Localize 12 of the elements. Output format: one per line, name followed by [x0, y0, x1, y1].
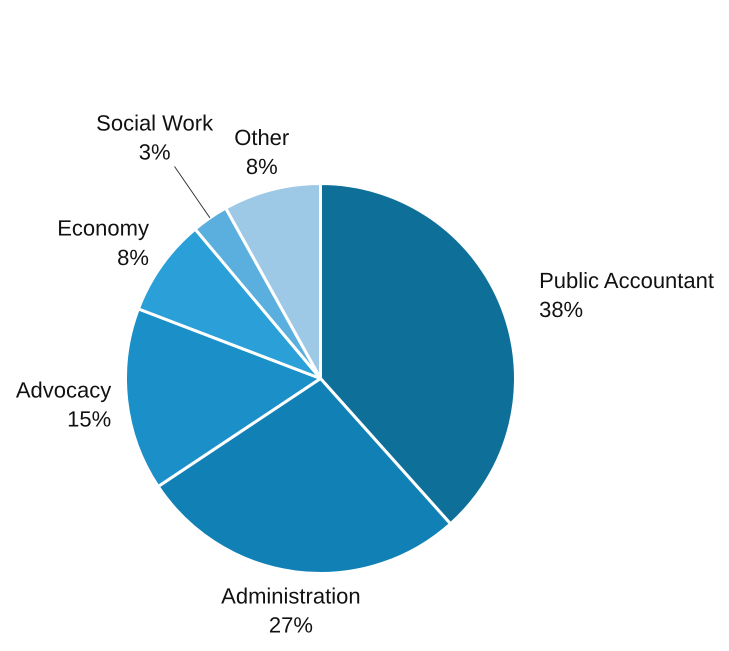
slice-label: Advocacy — [16, 377, 112, 402]
data-label: 27% — [268, 612, 313, 638]
slice-label: Administration — [221, 583, 361, 608]
slice-label: Other — [234, 124, 290, 150]
data-label: 15% — [67, 406, 112, 432]
slice-label: Social Work — [96, 110, 214, 136]
data-label: 3% — [138, 140, 171, 165]
slice-label: Public Accountant — [539, 268, 714, 293]
data-label: 8% — [246, 154, 278, 180]
slice-label: Economy — [57, 216, 149, 241]
data-label: 38% — [539, 297, 584, 322]
data-label: 8% — [117, 244, 149, 270]
